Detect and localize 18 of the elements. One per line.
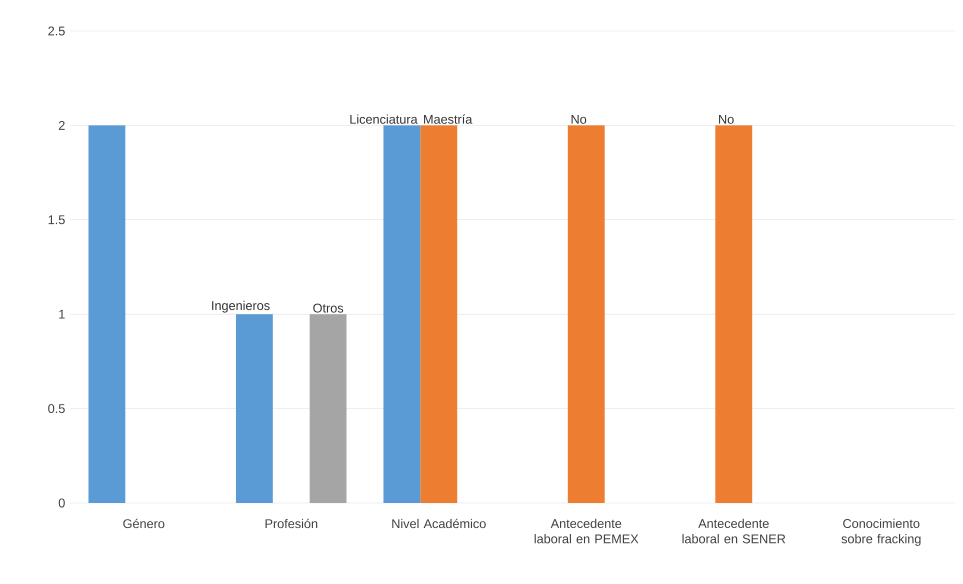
data-label: No (719, 114, 734, 124)
y-tick-label: 1 (59, 310, 65, 319)
y-tick-label: 2.5 (48, 26, 65, 36)
data-label: Licenciatura (350, 114, 418, 124)
x-tick-label: Profesión (266, 518, 318, 528)
data-label: Otros (313, 304, 344, 313)
y-tick-label: 2 (58, 120, 65, 130)
data-label: Maestría (424, 114, 472, 124)
x-tick-label: Nivel Académico (392, 518, 486, 528)
data-label: No (572, 114, 586, 124)
y-tick-label: 0 (58, 498, 65, 508)
data-label: Ingenieros (212, 300, 270, 313)
y-tick-label: 1.5 (48, 215, 65, 224)
y-tick-label: 0.5 (48, 404, 65, 414)
x-tick-label: Conocimiento sobre fracking (841, 518, 921, 546)
x-tick-label: Antecedente laboral en SENER (682, 518, 786, 544)
x-tick-label: Género (123, 518, 164, 528)
x-tick-label: Antecedente laboral en PEMEX (534, 518, 638, 544)
